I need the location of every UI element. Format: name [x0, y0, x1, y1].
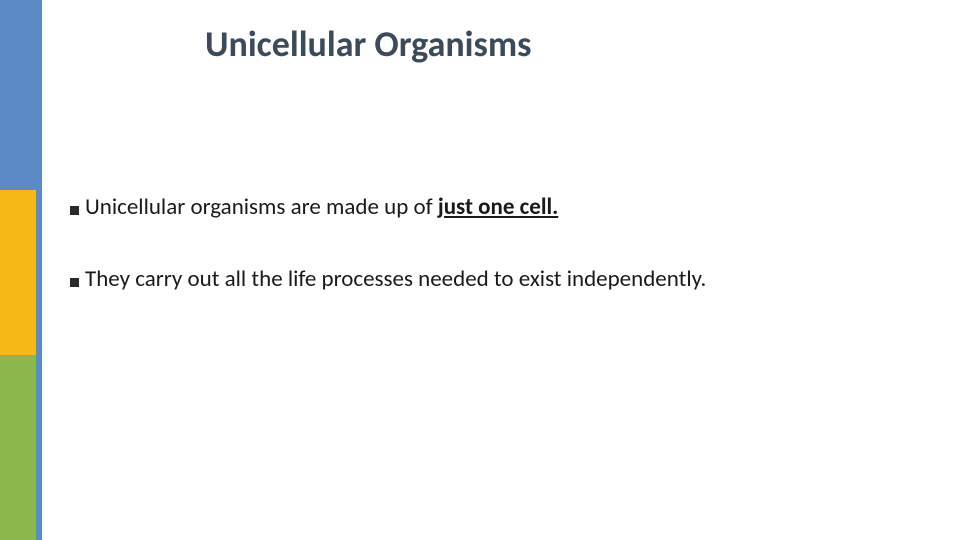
sidebar-block-green [0, 355, 36, 540]
bullet-text-emphasis: just one cell. [438, 193, 558, 221]
bullet-item: They carry out all the life processes ne… [70, 265, 706, 293]
page-title: Unicellular Organisms [205, 22, 532, 66]
bullet-square-icon [70, 278, 79, 287]
bullet-square-icon [70, 206, 79, 215]
bullet-text-prefix: They carry out all the life processes ne… [85, 265, 706, 293]
bullet-text-prefix: Unicellular organisms are made up of [85, 193, 438, 221]
bullet-item: Unicellular organisms are made up of jus… [70, 193, 558, 221]
sidebar-block-blue [0, 0, 36, 190]
bullet-text: Unicellular organisms are made up of jus… [85, 193, 558, 221]
sidebar-block-yellow [0, 190, 36, 355]
bullet-text: They carry out all the life processes ne… [85, 265, 706, 293]
sidebar-thin-stripe [36, 0, 42, 540]
sidebar [0, 0, 36, 540]
